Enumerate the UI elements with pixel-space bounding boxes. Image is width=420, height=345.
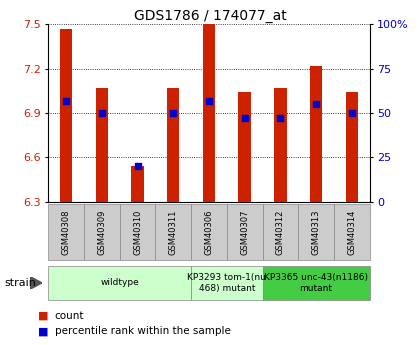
Text: GSM40313: GSM40313 (312, 209, 320, 255)
Bar (203, 24, 215, 202)
Text: GSM40311: GSM40311 (169, 209, 178, 255)
Point (134, 164, 141, 169)
Point (277, 116, 284, 121)
Polygon shape (30, 277, 42, 289)
Bar (346, 92, 358, 202)
Text: GSM40309: GSM40309 (97, 209, 106, 255)
Text: ■: ■ (38, 326, 48, 336)
Text: GSM40307: GSM40307 (240, 209, 249, 255)
Point (63, 98, 70, 103)
Text: KP3293 tom-1(nu
468) mutant: KP3293 tom-1(nu 468) mutant (187, 273, 266, 293)
Bar (274, 88, 286, 202)
Bar (310, 66, 322, 202)
Bar (167, 88, 179, 202)
Point (206, 98, 212, 103)
Text: GDS1786 / 174077_at: GDS1786 / 174077_at (134, 9, 286, 23)
Text: strain: strain (4, 278, 36, 288)
Text: GSM40314: GSM40314 (347, 209, 356, 255)
Point (241, 116, 248, 121)
Text: percentile rank within the sample: percentile rank within the sample (55, 326, 231, 336)
Text: ■: ■ (38, 311, 48, 321)
Bar (60, 29, 72, 202)
Text: GSM40310: GSM40310 (133, 209, 142, 255)
Text: KP3365 unc-43(n1186)
mutant: KP3365 unc-43(n1186) mutant (264, 273, 368, 293)
Text: count: count (55, 311, 84, 321)
Text: GSM40308: GSM40308 (62, 209, 71, 255)
Point (98, 110, 105, 116)
Point (349, 110, 355, 116)
Bar (96, 88, 108, 202)
Text: GSM40312: GSM40312 (276, 209, 285, 255)
Point (170, 110, 177, 116)
Text: wildtype: wildtype (100, 278, 139, 287)
Point (312, 101, 319, 107)
Bar (239, 92, 251, 202)
Text: GSM40306: GSM40306 (205, 209, 213, 255)
Bar (131, 166, 144, 202)
